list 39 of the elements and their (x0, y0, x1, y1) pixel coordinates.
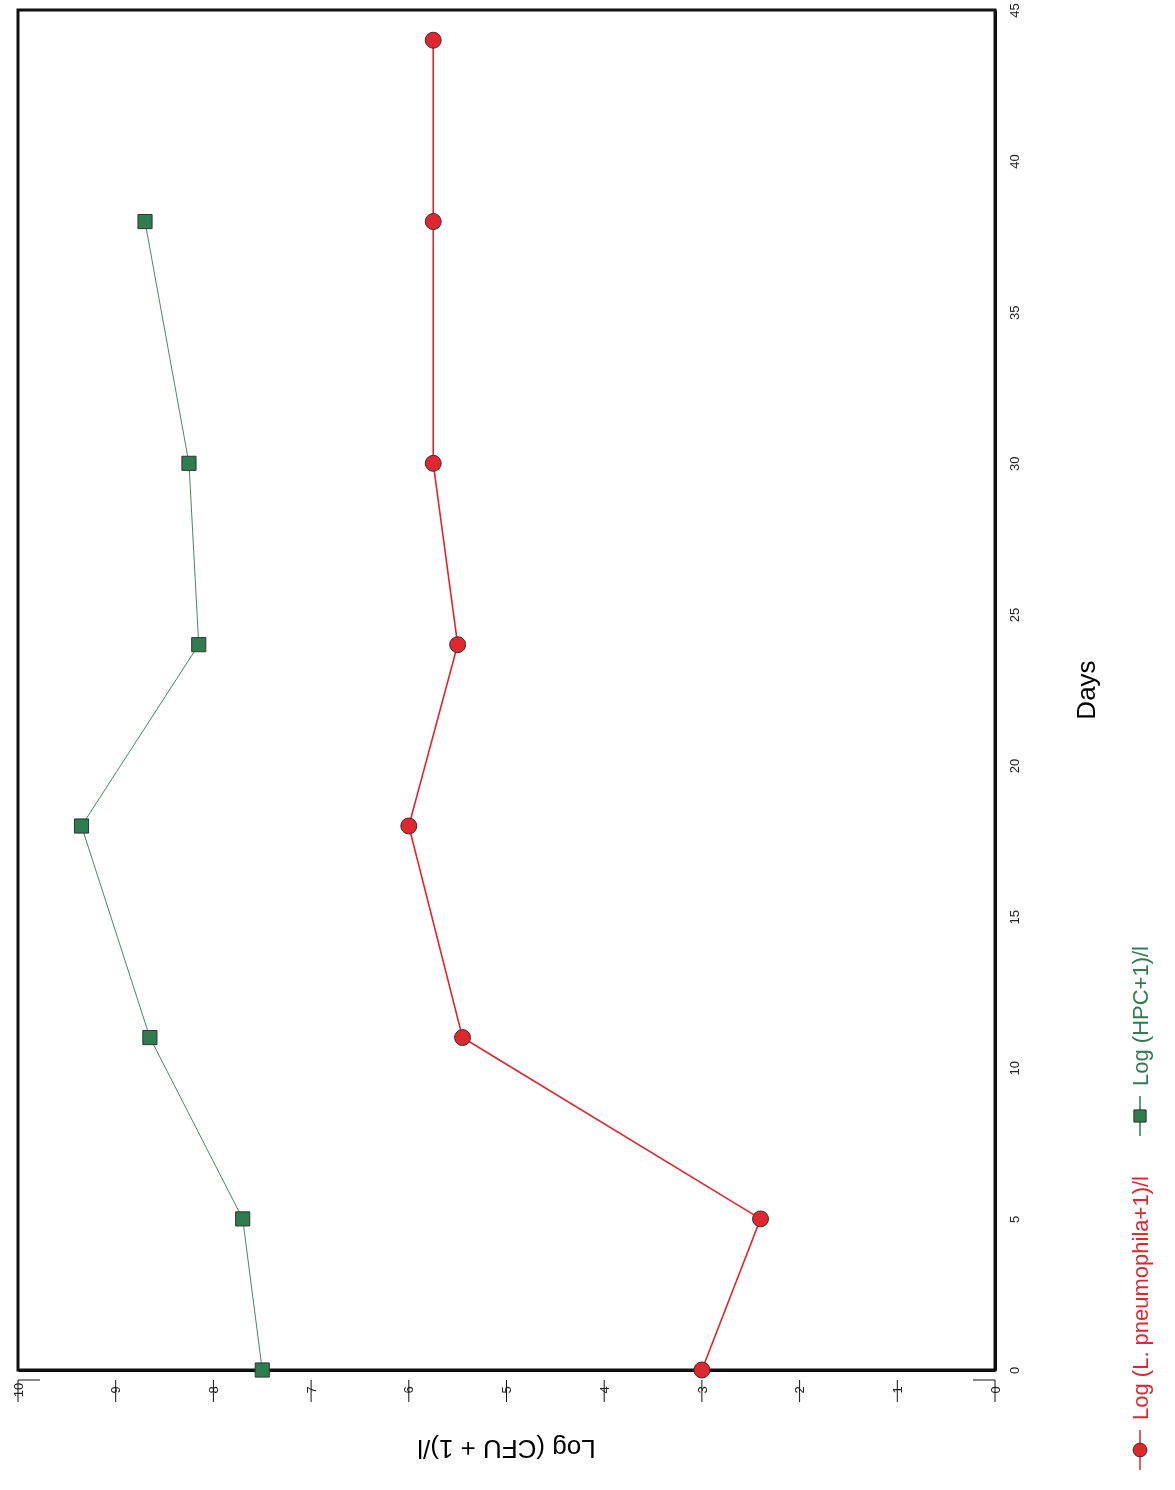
point (73, 818, 90, 834)
x-tick-label: 4 (596, 1386, 612, 1394)
point (424, 213, 442, 231)
y-tick-label: 30 (1007, 456, 1023, 472)
y-tick-label: 0 (1007, 1366, 1023, 1375)
point (454, 1029, 472, 1047)
y-tick-label: 45 (1007, 3, 1023, 18)
x-tick-label: 0 (987, 1386, 1003, 1394)
y-axis-title: Days (1071, 660, 1101, 720)
x-tick-label: 1 (889, 1386, 905, 1394)
y-tick-label: 20 (1007, 758, 1023, 774)
point (400, 817, 418, 835)
x-tick-label: 2 (792, 1386, 808, 1394)
x-tick-label: 10 (10, 1382, 26, 1398)
text: Log (HPC+1)/l (1128, 945, 1153, 1086)
y-tick-label: 5 (1007, 1215, 1023, 1224)
point (181, 455, 197, 471)
point (254, 1362, 270, 1378)
y-tick-label: 15 (1007, 909, 1023, 925)
y-tick-label: 10 (1007, 1061, 1023, 1076)
point (449, 636, 467, 654)
y-tick-label: 40 (1007, 154, 1023, 169)
x-tick-label: 7 (303, 1386, 319, 1394)
point (235, 1211, 251, 1227)
point (142, 1029, 158, 1046)
point (752, 1210, 769, 1228)
x-tick-label: 3 (694, 1386, 710, 1394)
point (693, 1361, 711, 1379)
point (424, 454, 442, 472)
y-tick-label: 25 (1007, 607, 1023, 623)
text: Log (L. pneumophila+1)/l (1128, 1176, 1153, 1420)
x-tick-label: 8 (206, 1386, 222, 1394)
x-tick-label: 9 (108, 1386, 124, 1394)
point (191, 637, 207, 653)
y-tick-label: 35 (1007, 305, 1023, 320)
x-axis-title: Log (CFU + 1)/l (417, 1434, 596, 1464)
point (137, 213, 153, 230)
point (424, 31, 442, 49)
x-tick-label: 6 (401, 1386, 417, 1394)
